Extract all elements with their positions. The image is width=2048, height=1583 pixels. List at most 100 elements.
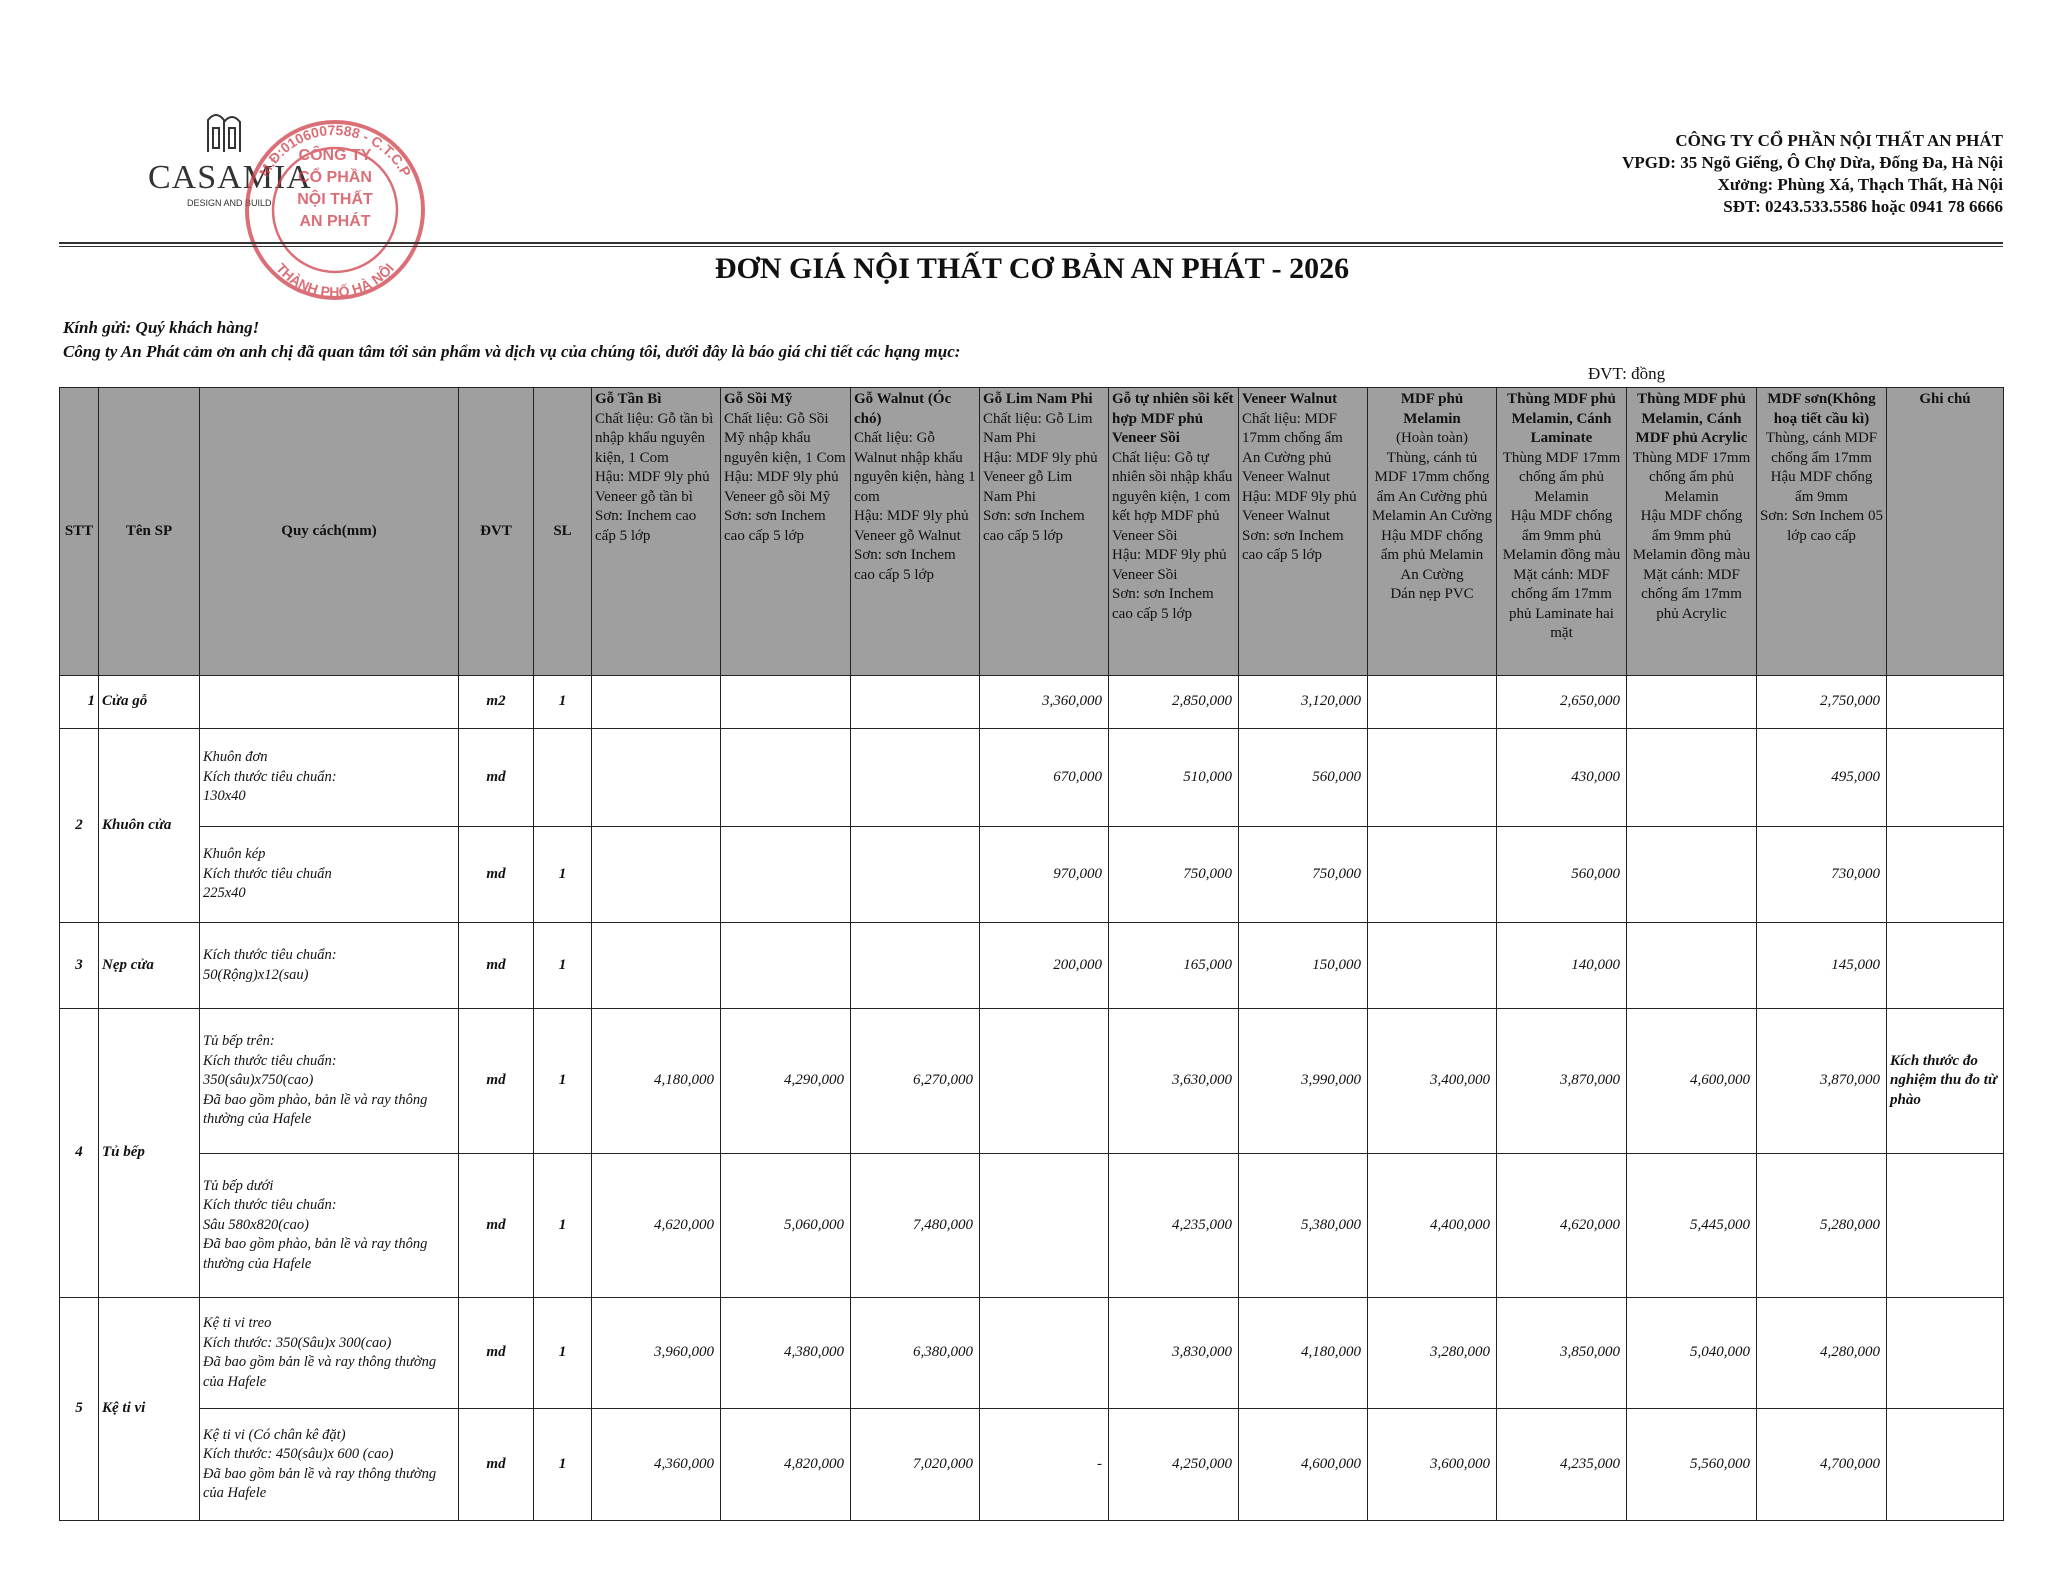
unit: md — [458, 728, 534, 827]
price: 7,020,000 — [850, 1408, 980, 1521]
column-header: ĐVT — [458, 387, 534, 676]
material-desc: Chất liệu: MDF 17mm chống ẩm An Cường ph… — [1242, 410, 1357, 564]
material-title: Gỗ tự nhiên sồi kết hợp MDF phủ Veneer S… — [1112, 391, 1234, 446]
price: 4,280,000 — [1756, 1297, 1887, 1409]
divider — [59, 242, 2003, 244]
price — [1367, 675, 1497, 729]
table-row: 1 Cửa gỗ m2 1 3,360,000 2,850,000 3,120,000 2,6… — [59, 675, 2004, 729]
price: 970,000 — [979, 826, 1109, 923]
unit: m2 — [458, 675, 534, 729]
product-name: Cửa gỗ — [98, 675, 200, 729]
column-header: Tên SP — [98, 387, 200, 676]
material-desc: Chất liệu: Gỗ tần bì nhập khẩu nguyên ki… — [595, 410, 714, 544]
quantity: 1 — [533, 826, 592, 923]
price: 3,600,000 — [1367, 1408, 1497, 1521]
price: 4,600,000 — [1626, 1008, 1757, 1154]
specification: Tủ bếp dưới Kích thước tiêu chuẩn: Sâu 5… — [199, 1153, 459, 1298]
price: 4,620,000 — [591, 1153, 721, 1298]
price: 4,235,000 — [1496, 1408, 1627, 1521]
price: 3,280,000 — [1367, 1297, 1497, 1409]
price: 6,270,000 — [850, 1008, 980, 1154]
material-title: Gỗ Lim Nam Phi — [983, 391, 1093, 407]
material-header: Gỗ Walnut (Óc chó) Chất liệu: Gỗ Walnut n… — [850, 387, 980, 676]
price: 3,870,000 — [1496, 1008, 1627, 1154]
price: 4,820,000 — [720, 1408, 851, 1521]
quantity: 1 — [533, 1153, 592, 1298]
material-title: MDF phủ Melamin — [1400, 391, 1464, 427]
price: 3,120,000 — [1238, 675, 1368, 729]
quantity: 1 — [533, 1297, 592, 1409]
specification: Tủ bếp trên: Kích thước tiêu chuẩn: 350(… — [199, 1008, 459, 1154]
price — [850, 922, 980, 1009]
unit: md — [458, 922, 534, 1009]
stamp-line: CÔNG TY — [299, 145, 372, 164]
material-header: Gỗ Lim Nam Phi Chất liệu: Gỗ Lim Nam Phi … — [979, 387, 1109, 676]
row-number: 1 — [59, 675, 99, 729]
product-name: Tủ bếp — [98, 1008, 200, 1298]
table-row: 2 Khuôn cửa Khuôn đơn Kích thước tiêu chuẩ… — [59, 728, 2004, 923]
price — [1367, 728, 1497, 827]
price: 430,000 — [1496, 728, 1627, 827]
price: 3,360,000 — [979, 675, 1109, 729]
price — [850, 728, 980, 827]
material-title: Thùng MDF phủ Melamin, Cánh Laminate — [1507, 391, 1616, 446]
price: 4,400,000 — [1367, 1153, 1497, 1298]
price: 560,000 — [1496, 826, 1627, 923]
price: 750,000 — [1108, 826, 1239, 923]
price: 5,445,000 — [1626, 1153, 1757, 1298]
intro: Công ty An Phát cảm ơn anh chị đã quan t… — [63, 342, 961, 361]
price: 4,600,000 — [1238, 1408, 1368, 1521]
table-row: Khuôn kép Kích thước tiêu chuẩn 225x40 md… — [60, 826, 2004, 923]
price: 200,000 — [979, 922, 1109, 1009]
price: 5,380,000 — [1238, 1153, 1368, 1298]
material-title: Veneer Walnut — [1242, 391, 1338, 407]
price — [591, 675, 721, 729]
unit: md — [458, 1008, 534, 1154]
price — [720, 675, 851, 729]
specification — [199, 675, 459, 729]
table-row: 3 Nẹp cửa Kích thước tiêu chuẩn: 50(Rộng)x… — [59, 922, 2004, 1009]
price: 4,290,000 — [720, 1008, 851, 1154]
greeting: Kính gửi: Quý khách hàng! — [63, 318, 260, 337]
price: 3,630,000 — [1108, 1008, 1239, 1154]
column-header: Ghi chú — [1886, 387, 2004, 676]
note — [1886, 826, 2004, 923]
row-number: 4 — [59, 1008, 99, 1298]
logo-brand: CASAMIA — [148, 159, 312, 196]
company-line: CÔNG TY CỔ PHẦN NỘI THẤT AN PHÁT — [1675, 131, 2003, 150]
note — [1886, 922, 2004, 1009]
price: 5,060,000 — [720, 1153, 851, 1298]
price — [850, 675, 980, 729]
quantity: 1 — [533, 675, 592, 729]
note — [1886, 1153, 2004, 1298]
table-row: Kệ ti vi (Có chân kê đặt) Kích thước: 45… — [60, 1408, 2004, 1521]
price: 150,000 — [1238, 922, 1368, 1009]
price — [591, 922, 721, 1009]
title: ĐƠN GIÁ NỘI THẤT CƠ BẢN AN PHÁT - 2026 — [714, 252, 1350, 285]
material-header: Gỗ Sồi Mỹ Chất liệu: Gỗ Sồi Mỹ nhập khẩu … — [720, 387, 851, 676]
price — [850, 826, 980, 923]
price — [1626, 675, 1757, 729]
quantity: 1 — [533, 1008, 592, 1154]
price: 165,000 — [1108, 922, 1239, 1009]
column-header: Quy cách(mm) — [199, 387, 459, 676]
logo-stamp: CASAMIA DESIGN AND BUILD M.Đ:0106007588 … — [148, 114, 425, 300]
price — [720, 826, 851, 923]
price: 4,360,000 — [591, 1408, 721, 1521]
price: 510,000 — [1108, 728, 1239, 827]
price: 5,560,000 — [1626, 1408, 1757, 1521]
price — [1626, 728, 1757, 827]
price: 670,000 — [979, 728, 1109, 827]
product-name: Nẹp cửa — [98, 922, 200, 1009]
specification: Kích thước tiêu chuẩn: 50(Rộng)x12(sau) — [199, 922, 459, 1009]
price: 4,380,000 — [720, 1297, 851, 1409]
price: 6,380,000 — [850, 1297, 980, 1409]
divider — [59, 246, 2003, 247]
price — [1367, 826, 1497, 923]
price — [591, 728, 721, 827]
stamp-line: NỘI THẤT — [297, 189, 373, 208]
specification: Khuôn kép Kích thước tiêu chuẩn 225x40 — [199, 826, 459, 923]
price: 3,830,000 — [1108, 1297, 1239, 1409]
company-line: VPGD: 35 Ngõ Giếng, Ô Chợ Dừa, Đống Đa, … — [1622, 153, 2003, 172]
